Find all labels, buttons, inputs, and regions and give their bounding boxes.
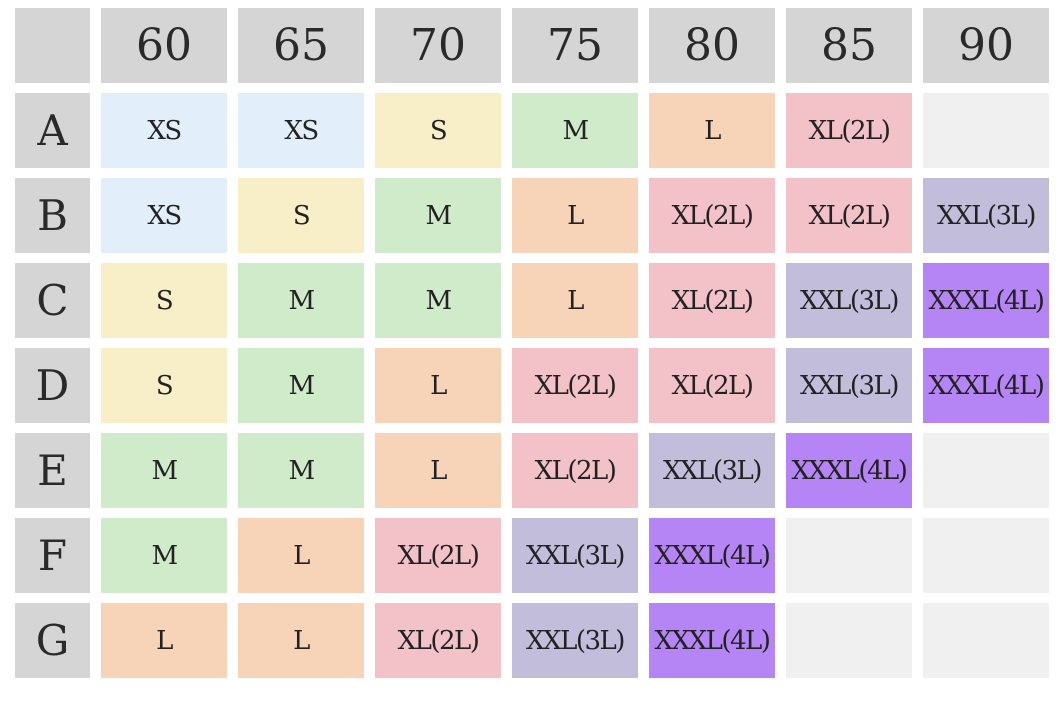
size-cell: XXXL(4L) xyxy=(786,433,912,508)
size-cell: S xyxy=(238,178,364,253)
size-cell: XS xyxy=(101,93,227,168)
size-cell: L xyxy=(375,433,501,508)
size-cell: M xyxy=(375,178,501,253)
size-cell: XXL(3L) xyxy=(512,518,638,593)
row-header: D xyxy=(15,348,90,423)
size-cell: L xyxy=(512,263,638,338)
empty-cell xyxy=(923,603,1049,678)
size-cell: M xyxy=(238,263,364,338)
size-cell: L xyxy=(512,178,638,253)
row-header: G xyxy=(15,603,90,678)
corner-cell xyxy=(15,8,90,83)
size-cell: L xyxy=(101,603,227,678)
size-cell: XL(2L) xyxy=(649,178,775,253)
column-header: 75 xyxy=(512,8,638,83)
row-header: F xyxy=(15,518,90,593)
size-cell: S xyxy=(375,93,501,168)
size-cell: XS xyxy=(238,93,364,168)
size-cell: XXL(3L) xyxy=(786,348,912,423)
size-cell: XL(2L) xyxy=(649,348,775,423)
size-cell: XL(2L) xyxy=(375,603,501,678)
size-cell: S xyxy=(101,348,227,423)
empty-cell xyxy=(786,603,912,678)
size-cell: XXXL(4L) xyxy=(923,263,1049,338)
size-cell: M xyxy=(238,348,364,423)
size-cell: L xyxy=(238,603,364,678)
column-header: 90 xyxy=(923,8,1049,83)
size-cell: L xyxy=(649,93,775,168)
size-cell: M xyxy=(238,433,364,508)
empty-cell xyxy=(923,518,1049,593)
size-cell: XS xyxy=(101,178,227,253)
size-cell: S xyxy=(101,263,227,338)
empty-cell xyxy=(923,93,1049,168)
column-header: 60 xyxy=(101,8,227,83)
size-cell: XL(2L) xyxy=(512,433,638,508)
size-cell: XXL(3L) xyxy=(649,433,775,508)
row-header: A xyxy=(15,93,90,168)
size-cell: L xyxy=(375,348,501,423)
size-cell: XL(2L) xyxy=(786,178,912,253)
size-cell: M xyxy=(512,93,638,168)
size-cell: L xyxy=(238,518,364,593)
size-cell: M xyxy=(375,263,501,338)
column-header: 85 xyxy=(786,8,912,83)
size-cell: XL(2L) xyxy=(786,93,912,168)
size-cell: XXXL(4L) xyxy=(923,348,1049,423)
size-cell: M xyxy=(101,433,227,508)
size-chart-table: 60 65 70 75 80 85 90 A XS XS S M L XL(2L) B XS S M… xyxy=(15,8,1049,678)
row-header: B xyxy=(15,178,90,253)
empty-cell xyxy=(923,433,1049,508)
column-header: 70 xyxy=(375,8,501,83)
size-cell: XXXL(4L) xyxy=(649,518,775,593)
row-header: C xyxy=(15,263,90,338)
empty-cell xyxy=(786,518,912,593)
size-cell: XL(2L) xyxy=(512,348,638,423)
size-cell: M xyxy=(101,518,227,593)
size-cell: XL(2L) xyxy=(375,518,501,593)
column-header: 65 xyxy=(238,8,364,83)
size-cell: XXL(3L) xyxy=(923,178,1049,253)
column-header: 80 xyxy=(649,8,775,83)
size-cell: XXL(3L) xyxy=(786,263,912,338)
row-header: E xyxy=(15,433,90,508)
size-cell: XL(2L) xyxy=(649,263,775,338)
size-cell: XXL(3L) xyxy=(512,603,638,678)
size-cell: XXXL(4L) xyxy=(649,603,775,678)
